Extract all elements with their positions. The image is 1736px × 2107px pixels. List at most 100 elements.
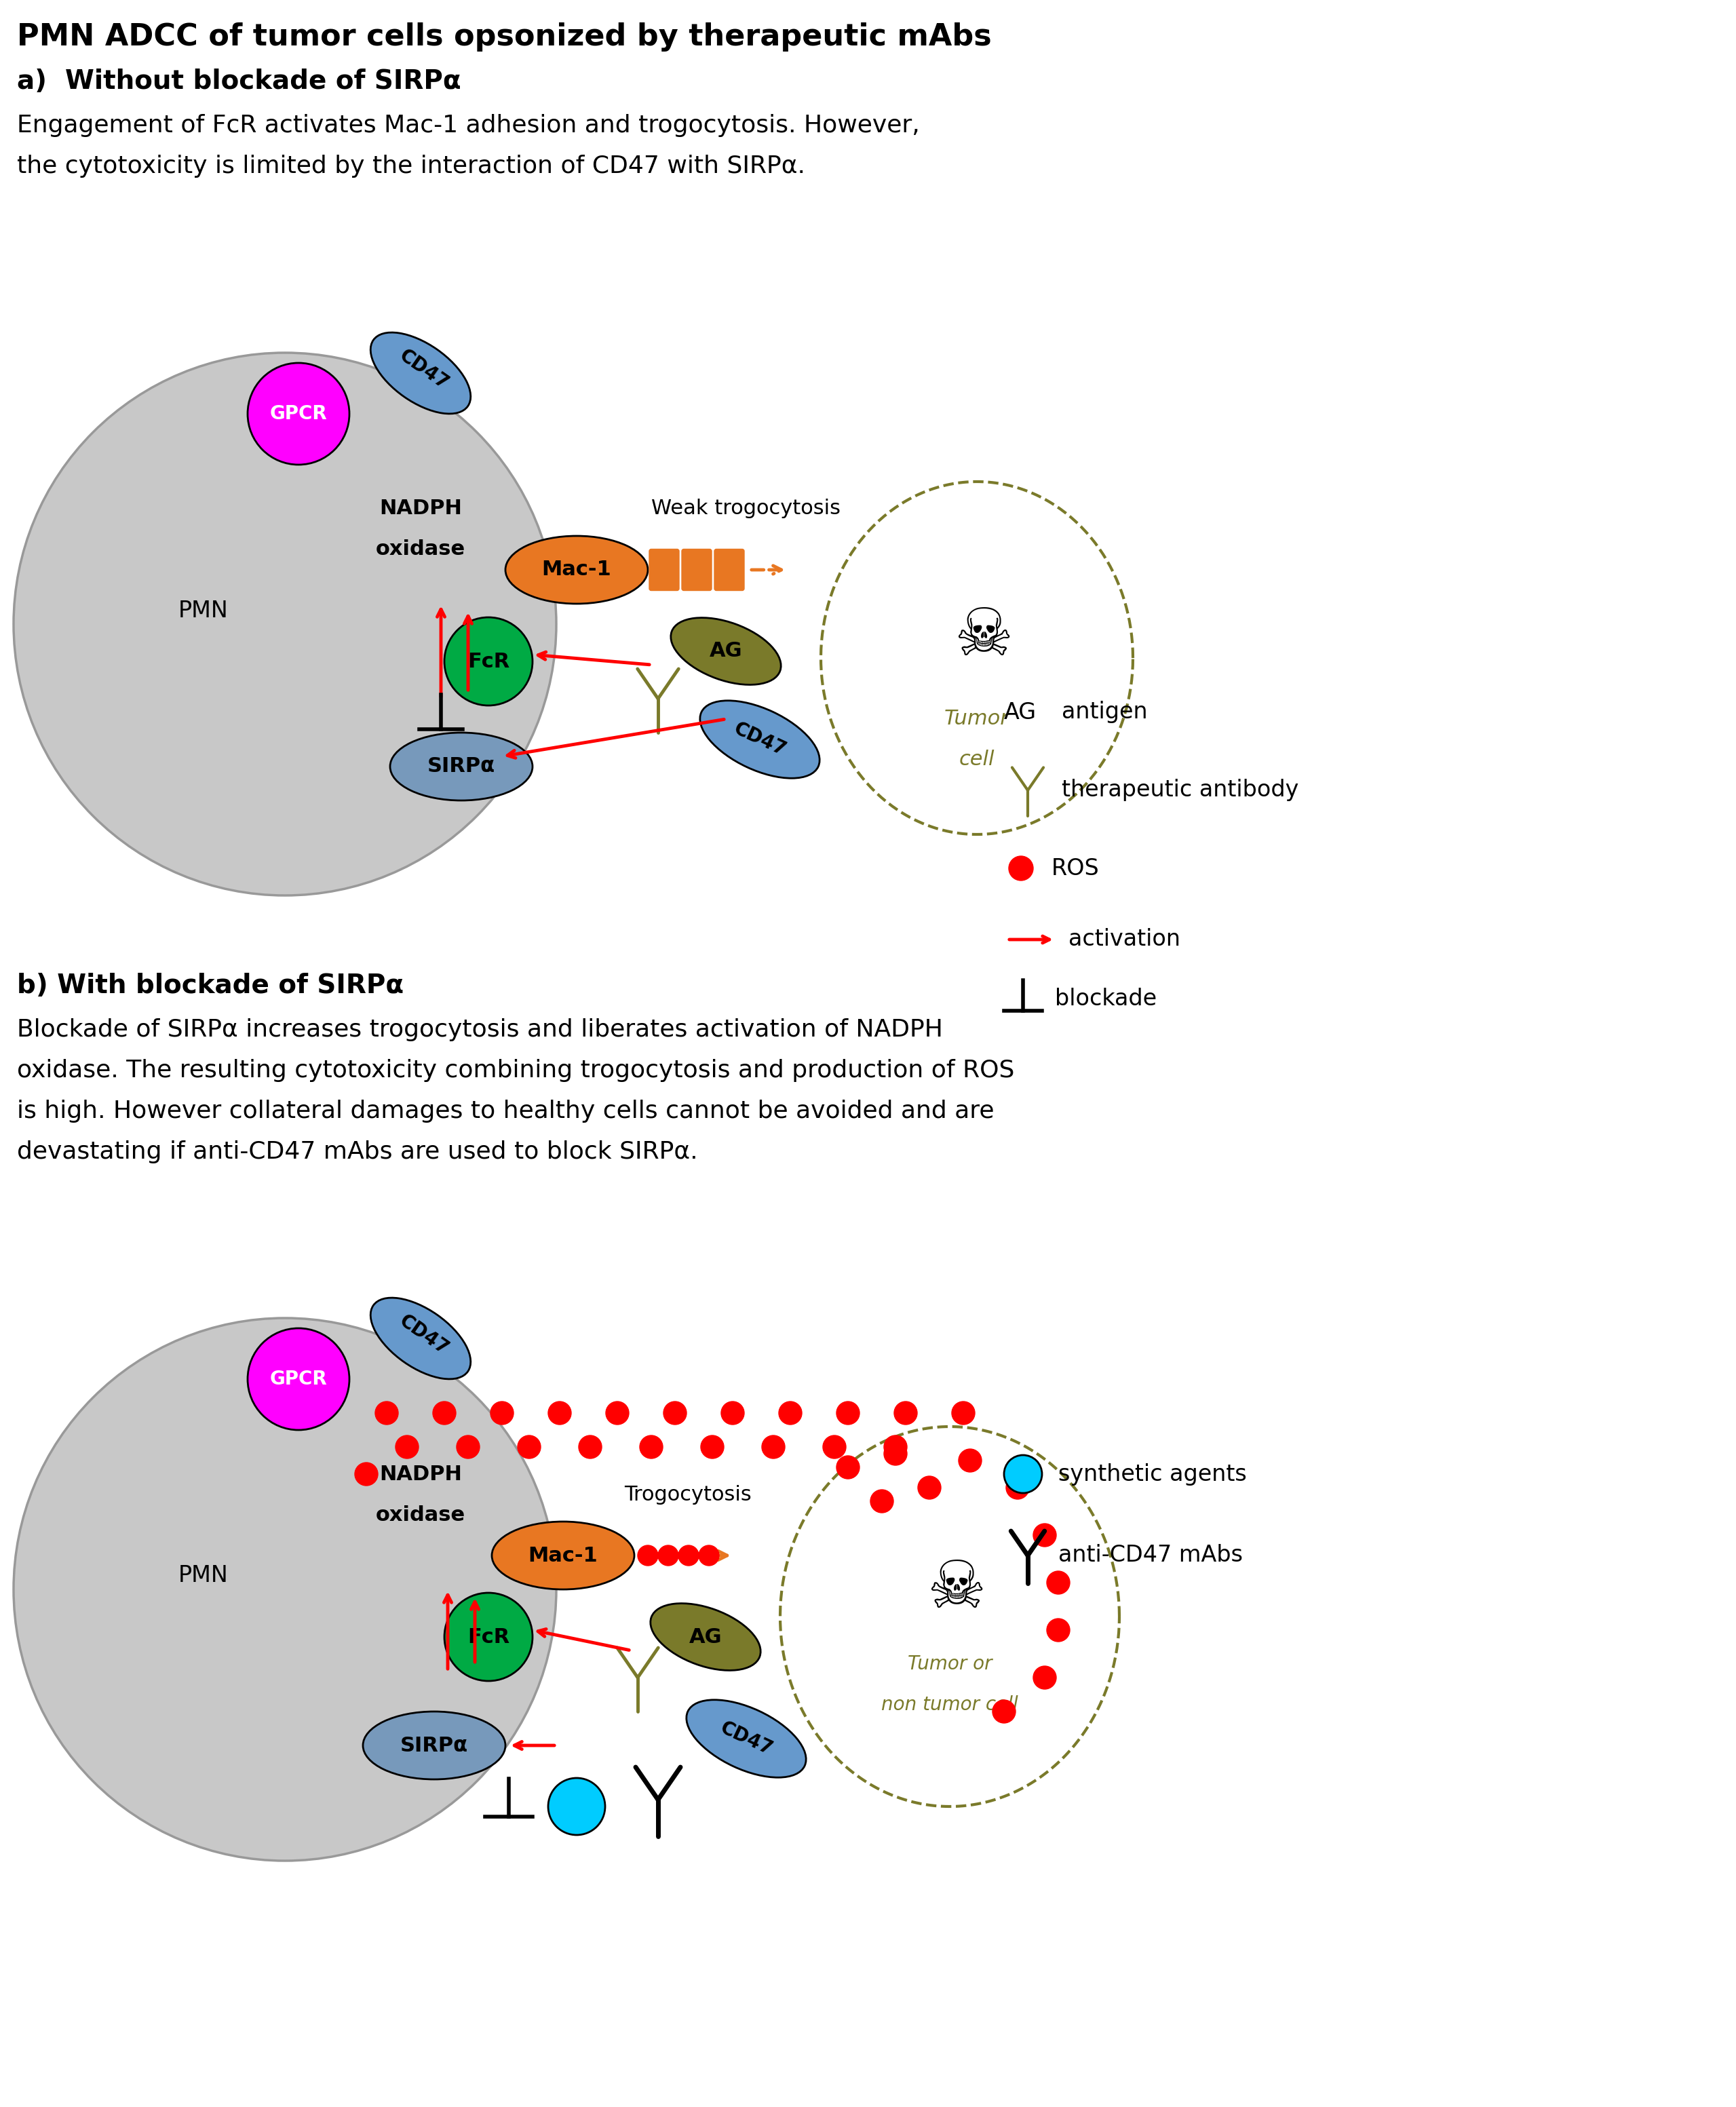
Text: CD47: CD47 [396, 1311, 453, 1359]
Circle shape [1003, 1456, 1042, 1494]
Circle shape [1047, 1572, 1069, 1595]
Text: CD47: CD47 [731, 718, 790, 761]
Circle shape [1007, 1477, 1029, 1500]
Text: AG: AG [1003, 702, 1036, 723]
Circle shape [663, 1401, 686, 1424]
Circle shape [375, 1401, 398, 1424]
Text: PMN ADCC of tumor cells opsonized by therapeutic mAbs: PMN ADCC of tumor cells opsonized by the… [17, 23, 991, 53]
Text: GPCR: GPCR [269, 1370, 328, 1389]
Circle shape [762, 1435, 785, 1458]
Circle shape [951, 1401, 976, 1424]
FancyBboxPatch shape [682, 550, 712, 590]
Circle shape [606, 1401, 628, 1424]
Text: a)  Without blockade of SIRPα: a) Without blockade of SIRPα [17, 70, 462, 95]
Circle shape [658, 1544, 679, 1566]
Circle shape [248, 362, 349, 466]
Circle shape [248, 1327, 349, 1431]
Circle shape [641, 1435, 663, 1458]
FancyBboxPatch shape [713, 550, 745, 590]
Circle shape [444, 1593, 533, 1681]
Text: SIRPα: SIRPα [427, 756, 495, 775]
Circle shape [1033, 1667, 1055, 1690]
Circle shape [701, 1435, 724, 1458]
Text: ROS: ROS [1052, 858, 1099, 879]
Text: NADPH: NADPH [378, 499, 462, 518]
Text: FcR: FcR [467, 1627, 510, 1648]
Ellipse shape [370, 333, 470, 413]
Text: Mac-1: Mac-1 [542, 560, 611, 579]
Ellipse shape [370, 1298, 470, 1380]
Circle shape [549, 1778, 606, 1835]
Text: Tumor: Tumor [944, 710, 1009, 729]
Text: is high. However collateral damages to healthy cells cannot be avoided and are: is high. However collateral damages to h… [17, 1100, 995, 1123]
Circle shape [700, 1544, 719, 1566]
Text: Tumor or: Tumor or [908, 1654, 991, 1673]
Circle shape [14, 1319, 556, 1860]
Text: PMN: PMN [179, 598, 229, 622]
Text: CD47: CD47 [396, 346, 453, 394]
Text: CD47: CD47 [717, 1719, 776, 1759]
Ellipse shape [670, 617, 781, 685]
Circle shape [1047, 1618, 1069, 1641]
Text: Trogocytosis: Trogocytosis [625, 1485, 752, 1504]
Text: therapeutic antibody: therapeutic antibody [1062, 780, 1299, 801]
Circle shape [837, 1401, 859, 1424]
Text: GPCR: GPCR [269, 405, 328, 424]
Circle shape [958, 1450, 981, 1473]
Circle shape [491, 1401, 514, 1424]
Text: Engagement of FcR activates Mac-1 adhesion and trogocytosis. However,: Engagement of FcR activates Mac-1 adhesi… [17, 114, 920, 137]
Text: synthetic agents: synthetic agents [1059, 1462, 1246, 1485]
Text: antigen: antigen [1062, 702, 1147, 723]
Circle shape [396, 1435, 418, 1458]
Circle shape [837, 1456, 859, 1479]
Text: oxidase: oxidase [375, 539, 465, 558]
Text: NADPH: NADPH [378, 1464, 462, 1483]
Text: Mac-1: Mac-1 [528, 1547, 597, 1566]
Circle shape [720, 1401, 745, 1424]
Text: ☠: ☠ [927, 1557, 986, 1620]
Circle shape [457, 1435, 479, 1458]
Text: the cytotoxicity is limited by the interaction of CD47 with SIRPα.: the cytotoxicity is limited by the inter… [17, 154, 806, 177]
Circle shape [444, 617, 533, 706]
Circle shape [578, 1435, 602, 1458]
Circle shape [918, 1477, 941, 1500]
Text: cell: cell [958, 750, 995, 769]
Text: PMN: PMN [179, 1566, 229, 1587]
Circle shape [823, 1435, 845, 1458]
Ellipse shape [391, 733, 533, 801]
Ellipse shape [363, 1711, 505, 1778]
Circle shape [14, 352, 556, 895]
Circle shape [884, 1441, 906, 1464]
Ellipse shape [700, 702, 819, 777]
Circle shape [679, 1544, 700, 1566]
Text: anti-CD47 mAbs: anti-CD47 mAbs [1059, 1544, 1243, 1568]
FancyBboxPatch shape [649, 550, 679, 590]
Ellipse shape [686, 1700, 806, 1778]
Text: FcR: FcR [467, 651, 510, 672]
Circle shape [870, 1490, 894, 1513]
Text: AG: AG [710, 641, 743, 662]
Text: ☠: ☠ [955, 607, 1014, 670]
Text: activation: activation [1068, 929, 1180, 950]
Ellipse shape [491, 1521, 634, 1589]
Circle shape [549, 1401, 571, 1424]
Circle shape [517, 1435, 540, 1458]
Text: Blockade of SIRPα increases trogocytosis and liberates activation of NADPH: Blockade of SIRPα increases trogocytosis… [17, 1018, 943, 1041]
Text: non tumor cell: non tumor cell [882, 1696, 1019, 1715]
Ellipse shape [651, 1603, 760, 1671]
Circle shape [779, 1401, 802, 1424]
Text: blockade: blockade [1055, 988, 1156, 1009]
Text: oxidase. The resulting cytotoxicity combining trogocytosis and production of ROS: oxidase. The resulting cytotoxicity comb… [17, 1060, 1014, 1083]
Circle shape [1009, 855, 1033, 881]
Ellipse shape [505, 535, 648, 605]
Circle shape [354, 1462, 378, 1485]
Text: SIRPα: SIRPα [401, 1736, 469, 1755]
Circle shape [432, 1401, 457, 1424]
Text: AG: AG [689, 1627, 722, 1648]
Circle shape [884, 1435, 906, 1458]
Text: b) With blockade of SIRPα: b) With blockade of SIRPα [17, 973, 404, 999]
Circle shape [993, 1700, 1016, 1724]
Text: devastating if anti-CD47 mAbs are used to block SIRPα.: devastating if anti-CD47 mAbs are used t… [17, 1140, 698, 1163]
Circle shape [1033, 1523, 1055, 1547]
Text: Weak trogocytosis: Weak trogocytosis [651, 499, 840, 518]
